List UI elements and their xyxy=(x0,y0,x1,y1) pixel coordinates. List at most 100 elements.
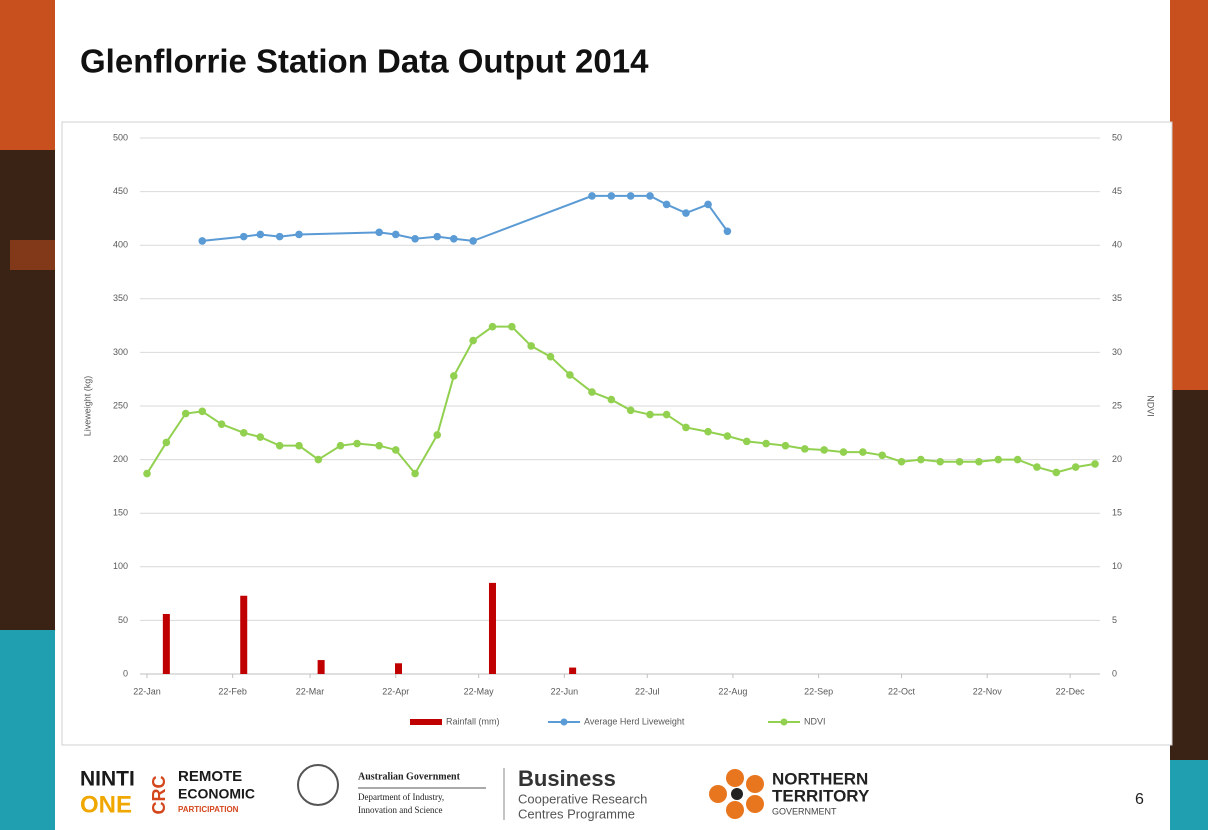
point xyxy=(315,456,323,464)
point xyxy=(527,342,535,350)
point xyxy=(956,458,964,466)
y2-tick-label: 30 xyxy=(1112,347,1122,357)
chart: Glenflorrie Station Data Output 2014 050… xyxy=(0,0,1208,830)
point xyxy=(975,458,983,466)
point xyxy=(608,192,616,200)
logo-text: REMOTE xyxy=(178,768,242,785)
x-tick-label: 22-Dec xyxy=(1056,686,1086,696)
point xyxy=(218,420,226,428)
point xyxy=(1053,469,1061,477)
point xyxy=(627,192,635,200)
point xyxy=(257,433,265,441)
point xyxy=(198,408,206,416)
y2-tick-label: 15 xyxy=(1112,508,1122,518)
point xyxy=(646,411,654,419)
x-tick-label: 22-Feb xyxy=(218,686,247,696)
bar xyxy=(163,614,170,674)
point xyxy=(163,439,171,447)
logo-text: CRC xyxy=(149,776,169,815)
point xyxy=(1072,463,1080,471)
y2-tick-label: 20 xyxy=(1112,454,1122,464)
y-tick-label: 400 xyxy=(113,240,128,250)
bar xyxy=(395,663,402,674)
point xyxy=(859,448,867,456)
y2-tick-label: 50 xyxy=(1112,132,1122,142)
point xyxy=(840,448,848,456)
point xyxy=(608,396,616,404)
y2-tick-label: 40 xyxy=(1112,240,1122,250)
point xyxy=(411,470,419,478)
point xyxy=(801,445,809,453)
point xyxy=(257,231,265,239)
point xyxy=(1033,463,1041,471)
point xyxy=(276,442,284,450)
slide-title: Glenflorrie Station Data Output 2014 xyxy=(80,43,649,80)
point xyxy=(936,458,944,466)
point xyxy=(878,452,886,460)
point xyxy=(1014,456,1022,464)
y-tick-label: 500 xyxy=(113,132,128,142)
logo-text: Business xyxy=(518,766,616,791)
y2-tick-label: 35 xyxy=(1112,293,1122,303)
point xyxy=(820,446,828,454)
logo-text: Australian Government xyxy=(358,771,461,782)
x-tick-label: 22-Apr xyxy=(382,686,409,696)
x-tick-label: 22-Jun xyxy=(551,686,579,696)
bar xyxy=(569,668,576,674)
point xyxy=(588,192,596,200)
x-tick-label: 22-Oct xyxy=(888,686,916,696)
x-tick-label: 22-Sep xyxy=(804,686,833,696)
chart-frame xyxy=(62,122,1172,745)
bar xyxy=(240,596,247,674)
point xyxy=(743,438,751,446)
x-tick-label: 22-Aug xyxy=(718,686,747,696)
point xyxy=(353,440,361,448)
point xyxy=(994,456,1002,464)
x-tick-label: 22-Mar xyxy=(296,686,325,696)
legend-label: Average Herd Liveweight xyxy=(584,716,685,726)
y-tick-label: 0 xyxy=(123,668,128,678)
point xyxy=(198,237,206,245)
y-tick-label: 150 xyxy=(113,508,128,518)
point xyxy=(917,456,925,464)
point xyxy=(704,428,712,436)
business-logo: Business Cooperative Research Centres Pr… xyxy=(518,766,647,822)
y2-tick-label: 5 xyxy=(1112,615,1117,625)
point xyxy=(898,458,906,466)
logo-text: NINTI xyxy=(80,768,135,791)
legend-marker xyxy=(781,719,788,726)
logo-text: Innovation and Science xyxy=(358,805,442,815)
point xyxy=(240,429,248,437)
logo-text: GOVERNMENT xyxy=(772,806,837,816)
y-tick-label: 50 xyxy=(118,615,128,625)
point xyxy=(724,432,732,440)
y-tick-label: 350 xyxy=(113,293,128,303)
point xyxy=(547,353,555,361)
point xyxy=(489,323,497,331)
point xyxy=(295,231,303,239)
y-axis-title: Liveweight (kg) xyxy=(82,376,92,437)
point xyxy=(663,411,671,419)
y2-tick-label: 45 xyxy=(1112,186,1122,196)
point xyxy=(762,440,770,448)
point xyxy=(469,237,477,245)
bar xyxy=(489,583,496,674)
y-tick-label: 250 xyxy=(113,400,128,410)
point xyxy=(433,431,441,439)
point xyxy=(682,424,690,432)
point xyxy=(392,231,400,239)
point xyxy=(182,410,190,418)
y2-tick-label: 10 xyxy=(1112,561,1122,571)
legend-label: NDVI xyxy=(804,716,826,726)
y2-tick-label: 25 xyxy=(1112,400,1122,410)
point xyxy=(450,235,458,243)
y-tick-label: 100 xyxy=(113,561,128,571)
ninti-logo: NINTI ONE CRC REMOTE ECONOMIC PARTICIPAT… xyxy=(80,768,255,819)
logo-text: TERRITORY xyxy=(772,786,870,805)
point xyxy=(724,227,732,235)
point xyxy=(337,442,345,450)
x-tick-label: 22-Jul xyxy=(635,686,660,696)
point xyxy=(295,442,303,450)
point xyxy=(240,233,248,241)
y2-tick-label: 0 xyxy=(1112,668,1117,678)
